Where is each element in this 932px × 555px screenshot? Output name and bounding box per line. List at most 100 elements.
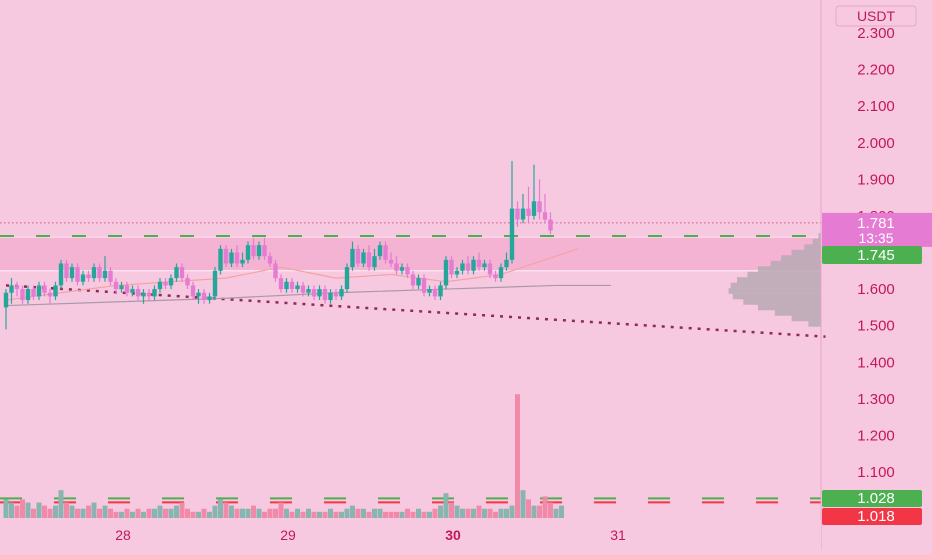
candle[interactable]: [196, 289, 201, 304]
candle[interactable]: [416, 274, 421, 290]
candle-body[interactable]: [537, 201, 542, 213]
candle-body[interactable]: [421, 278, 427, 293]
candle[interactable]: [520, 193, 526, 224]
candle[interactable]: [97, 263, 102, 282]
candle[interactable]: [190, 281, 196, 301]
currency-label[interactable]: USDT: [857, 8, 896, 24]
candle[interactable]: [3, 289, 9, 330]
candle-body[interactable]: [504, 259, 509, 268]
candle[interactable]: [438, 281, 443, 301]
candle[interactable]: [152, 285, 157, 301]
candle[interactable]: [278, 274, 284, 293]
candle[interactable]: [542, 193, 548, 224]
candle-body[interactable]: [377, 245, 383, 257]
candle[interactable]: [372, 248, 377, 271]
candle[interactable]: [344, 263, 350, 293]
candle[interactable]: [14, 281, 20, 297]
candle-body[interactable]: [223, 248, 229, 264]
candle[interactable]: [339, 285, 344, 301]
candle-body[interactable]: [295, 285, 300, 290]
candle[interactable]: [163, 278, 168, 290]
candle[interactable]: [119, 281, 124, 293]
candle[interactable]: [179, 263, 185, 282]
candle[interactable]: [42, 281, 47, 297]
candle-body[interactable]: [102, 270, 108, 279]
candle[interactable]: [146, 289, 152, 301]
candle-body[interactable]: [531, 201, 537, 216]
candle[interactable]: [212, 267, 218, 301]
candle[interactable]: [284, 278, 289, 293]
candle[interactable]: [234, 245, 240, 268]
candle[interactable]: [443, 256, 449, 290]
candle[interactable]: [207, 292, 212, 304]
candle[interactable]: [487, 259, 493, 279]
candle-body[interactable]: [245, 245, 251, 260]
candle-body[interactable]: [300, 285, 306, 293]
candle-body[interactable]: [487, 263, 493, 275]
candle[interactable]: [273, 259, 278, 282]
candle-body[interactable]: [201, 292, 207, 301]
candle-body[interactable]: [251, 245, 256, 257]
candle-body[interactable]: [20, 289, 25, 301]
candle-body[interactable]: [471, 259, 476, 271]
candle[interactable]: [267, 252, 273, 268]
candle-body[interactable]: [498, 267, 504, 279]
candle[interactable]: [53, 281, 58, 301]
candle-body[interactable]: [410, 274, 416, 286]
candle[interactable]: [509, 161, 515, 264]
candle-body[interactable]: [383, 245, 388, 260]
candle[interactable]: [471, 256, 476, 275]
candle[interactable]: [350, 241, 355, 271]
candle-body[interactable]: [218, 248, 223, 271]
candle-body[interactable]: [542, 212, 548, 220]
candle[interactable]: [58, 259, 64, 290]
candle-body[interactable]: [333, 292, 339, 297]
candle-body[interactable]: [427, 289, 432, 293]
candle-body[interactable]: [515, 208, 520, 220]
candle[interactable]: [80, 270, 86, 286]
candle[interactable]: [130, 285, 135, 297]
candle-body[interactable]: [526, 208, 531, 216]
candle-body[interactable]: [108, 270, 113, 282]
candle-body[interactable]: [190, 285, 196, 297]
candle[interactable]: [388, 252, 394, 268]
candle-body[interactable]: [449, 259, 454, 275]
candle-body[interactable]: [86, 274, 91, 279]
candle-body[interactable]: [443, 259, 449, 286]
candle[interactable]: [75, 263, 80, 286]
candle-body[interactable]: [240, 259, 245, 264]
candle[interactable]: [493, 270, 498, 282]
candle-body[interactable]: [432, 289, 438, 297]
candle-body[interactable]: [185, 278, 190, 286]
candle-body[interactable]: [416, 278, 421, 286]
candle[interactable]: [366, 245, 372, 271]
candle[interactable]: [482, 259, 487, 271]
candle[interactable]: [460, 259, 465, 275]
candle[interactable]: [174, 263, 179, 282]
candle-body[interactable]: [141, 292, 146, 297]
candle-body[interactable]: [53, 285, 58, 297]
candle[interactable]: [289, 278, 295, 293]
candle[interactable]: [405, 263, 410, 279]
candle-body[interactable]: [124, 285, 130, 293]
candle-body[interactable]: [157, 281, 163, 290]
candle-body[interactable]: [405, 267, 410, 275]
candle[interactable]: [69, 263, 75, 282]
candle-body[interactable]: [465, 263, 471, 271]
candle[interactable]: [168, 274, 174, 290]
candle-body[interactable]: [64, 263, 69, 279]
currency-box[interactable]: [835, 5, 917, 27]
candle[interactable]: [361, 248, 366, 268]
candle-body[interactable]: [113, 281, 119, 290]
candle[interactable]: [86, 270, 91, 282]
candle-body[interactable]: [212, 270, 218, 297]
candle-body[interactable]: [91, 267, 97, 279]
candle[interactable]: [113, 278, 119, 293]
candle-body[interactable]: [399, 267, 405, 271]
candle[interactable]: [9, 278, 14, 304]
candle[interactable]: [515, 201, 520, 227]
candle[interactable]: [432, 285, 438, 301]
candle-body[interactable]: [47, 292, 53, 297]
